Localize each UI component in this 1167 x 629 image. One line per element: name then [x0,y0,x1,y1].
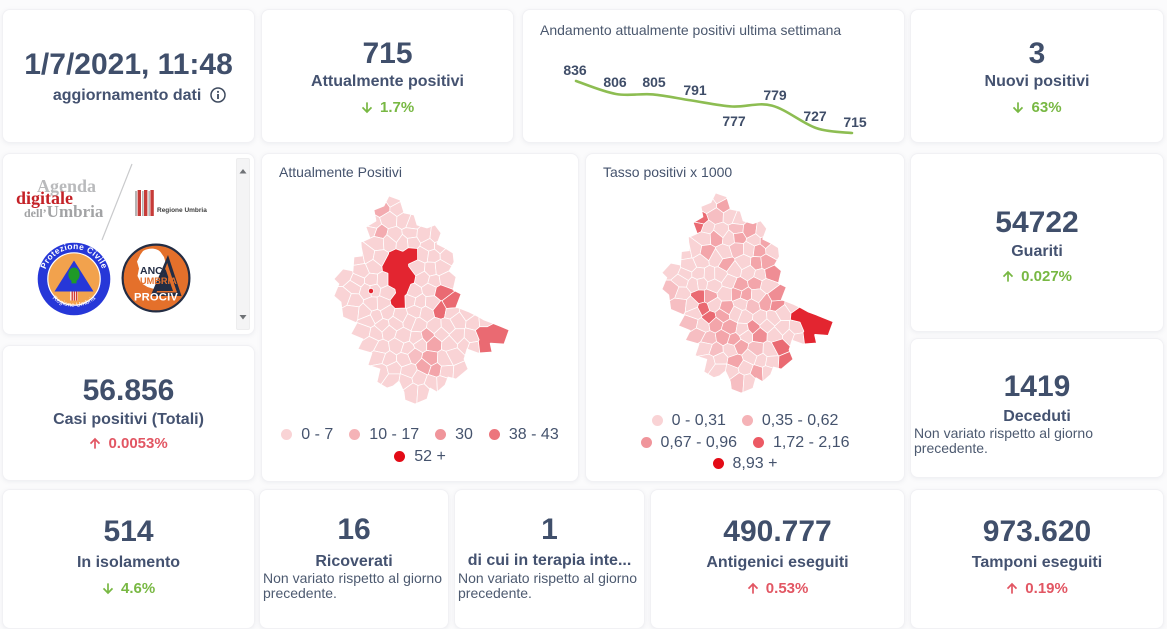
svg-text:UMBRIA: UMBRIA [140,276,177,286]
svg-text:ANCI: ANCI [140,265,166,277]
svg-text:PROCIV: PROCIV [134,292,178,304]
